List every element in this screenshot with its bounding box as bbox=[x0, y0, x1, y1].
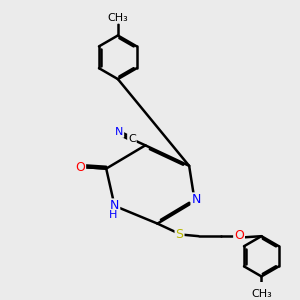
Text: N: N bbox=[191, 193, 201, 206]
Text: O: O bbox=[75, 161, 85, 174]
Text: O: O bbox=[234, 229, 244, 242]
Text: C: C bbox=[128, 134, 136, 144]
Text: CH₃: CH₃ bbox=[107, 13, 128, 22]
Text: S: S bbox=[176, 228, 184, 241]
Text: H: H bbox=[109, 210, 117, 220]
Text: N: N bbox=[115, 127, 123, 137]
Text: N: N bbox=[110, 200, 119, 212]
Text: CH₃: CH₃ bbox=[251, 289, 272, 299]
